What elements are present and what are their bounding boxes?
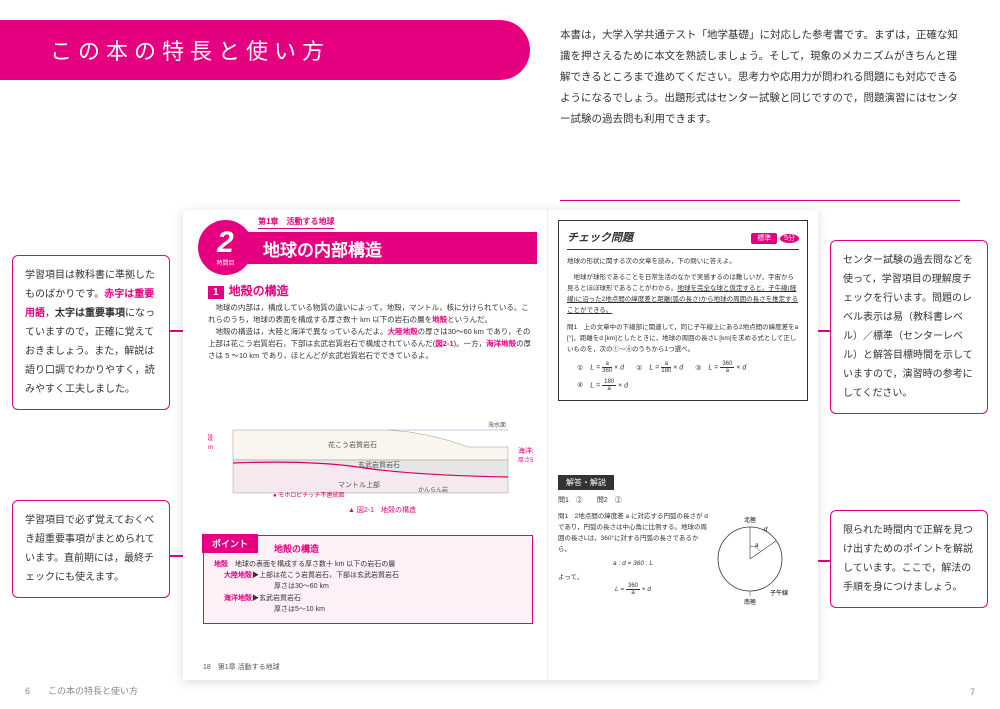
page-number-left: 6 この本の特長と使い方 xyxy=(25,684,138,697)
page-number-right: 7 xyxy=(970,687,975,697)
callout-3: センター試験の過去問などを使って，学習項目の理解度チェックを行います。問題のレベ… xyxy=(830,240,988,414)
earth-circle-diagram: a d 北極 南極 子午線 xyxy=(708,511,793,596)
svg-text:● モホロビチッチ不連続面: ● モホロビチッチ不連続面 xyxy=(273,491,344,499)
divider xyxy=(560,200,960,201)
callout-4: 限られた時間内で正解を見つけ出すためのポイントを解説しています。ここで，解法の手… xyxy=(830,510,988,608)
left-page: 第1章 活動する地球 2 時間目 地球の内部構造 1地殻の構造 地球の内部は，構… xyxy=(183,210,548,680)
svg-text:北極: 北極 xyxy=(744,516,756,524)
svg-text:▲ 図2-1 地殻の構造: ▲ 図2-1 地殻の構造 xyxy=(348,505,416,514)
point-box: ポイント 地殻の構造 地殻 地球の表面を構成する厚さ数十 km 以下の岩石の層 … xyxy=(203,535,533,624)
svg-text:海洋地殻: 海洋地殻 xyxy=(518,446,533,455)
svg-text:マントル上部: マントル上部 xyxy=(338,480,380,489)
svg-text:花こう岩質岩石: 花こう岩質岩石 xyxy=(328,440,377,449)
chapter-label: 第1章 活動する地球 xyxy=(258,216,334,229)
header-bar: この本の特長と使い方 xyxy=(0,20,530,80)
callout-1: 学習項目は教科書に準拠したものばかりです。赤字は重要用語，太字は重要事項になって… xyxy=(12,255,170,410)
callout-2: 学習項目で必ず覚えておくべき超重要事項がまとめられています。直前期には，最終チェ… xyxy=(12,500,170,598)
svg-text:厚さ5-10km: 厚さ5-10km xyxy=(518,457,533,464)
svg-text:厚さ30-60km: 厚さ30-60km xyxy=(208,444,213,451)
body-text: 地球の内部は，構成している物質の違いによって，地殻，マントル，核に分けられている… xyxy=(208,302,533,362)
svg-text:玄武岩質岩石: 玄武岩質岩石 xyxy=(358,460,400,469)
svg-text:a: a xyxy=(755,543,759,549)
svg-text:南極: 南極 xyxy=(744,598,756,606)
answer-section: 解答・解説 問1 ② 問2 ② 問1 2地点間の緯度差 a に対応する円弧の長さ… xyxy=(558,475,808,596)
page-container: この本の特長と使い方 本書は，大学入学共通テスト「地学基礎」に対応した参考書です… xyxy=(0,0,1000,709)
intro-text: 本書は，大学入学共通テスト「地学基礎」に対応した参考書です。まずは，正確な知識を… xyxy=(560,25,960,130)
svg-text:かんらん岩: かんらん岩 xyxy=(418,486,448,494)
svg-text:子午線: 子午線 xyxy=(770,589,788,597)
lesson-title: 地球の内部構造 xyxy=(248,232,537,264)
right-page: チェック問題 標準 5分 地球の形状に関する次の文章を読み，下の問いに答えよ。 … xyxy=(548,210,818,680)
svg-text:大陸地殻: 大陸地殻 xyxy=(208,433,213,442)
page-title: この本の特長と使い方 xyxy=(50,34,330,66)
section-heading: 1地殻の構造 xyxy=(208,282,289,299)
lesson-number: 2 時間目 xyxy=(198,220,253,275)
svg-text:海水面: 海水面 xyxy=(488,421,506,429)
crust-diagram: 大陸地殻 厚さ30-60km 花こう岩質岩石 玄武岩質岩石 海水面 海洋地殻 厚… xyxy=(208,405,533,515)
check-problem-box: チェック問題 標準 5分 地球の形状に関する次の文章を読み，下の問いに答えよ。 … xyxy=(558,220,808,401)
formula-options: ① L = a360 × d ② L = a180 × d ③ L = 360a… xyxy=(567,361,799,391)
book-spread: 第1章 活動する地球 2 時間目 地球の内部構造 1地殻の構造 地球の内部は，構… xyxy=(183,210,818,680)
page-footer-left: 18 第1章 活動する地球 xyxy=(203,662,280,672)
check-header: チェック問題 標準 5分 xyxy=(567,229,799,250)
